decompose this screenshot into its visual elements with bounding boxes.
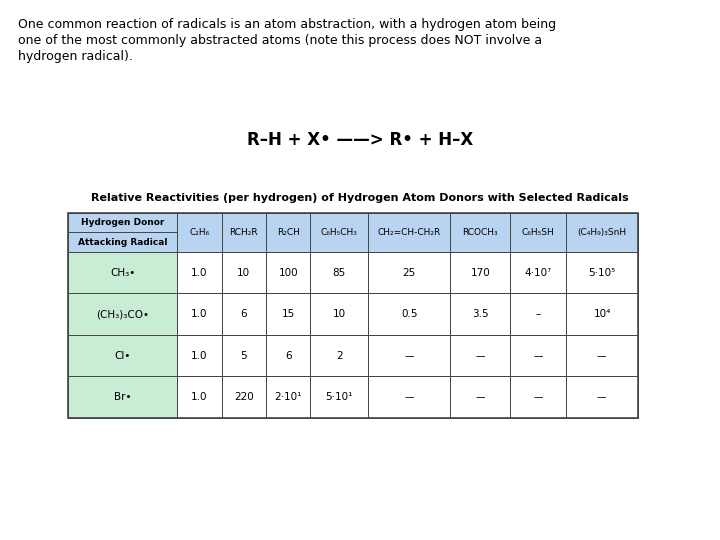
Bar bbox=[567, 335, 638, 376]
Text: C₂H₆: C₂H₆ bbox=[189, 228, 210, 237]
Text: 5·10⁵: 5·10⁵ bbox=[588, 268, 616, 278]
Text: 170: 170 bbox=[470, 268, 490, 278]
Bar bbox=[310, 335, 369, 376]
Text: 15: 15 bbox=[282, 309, 294, 319]
Bar bbox=[68, 252, 177, 293]
Text: 2·10¹: 2·10¹ bbox=[274, 392, 302, 402]
Text: Relative Reactivities (per hydrogen) of Hydrogen Atom Donors with Selected Radic: Relative Reactivities (per hydrogen) of … bbox=[91, 193, 629, 203]
Text: 220: 220 bbox=[234, 392, 253, 402]
Text: 100: 100 bbox=[279, 268, 298, 278]
Bar bbox=[567, 213, 638, 252]
Text: 10: 10 bbox=[237, 268, 251, 278]
Text: 3.5: 3.5 bbox=[472, 309, 489, 319]
Text: R₂CH: R₂CH bbox=[276, 228, 300, 237]
Bar bbox=[266, 293, 310, 335]
Text: 6: 6 bbox=[240, 309, 247, 319]
Text: (CH₃)₃CO•: (CH₃)₃CO• bbox=[96, 309, 149, 319]
Bar bbox=[510, 252, 567, 293]
Text: –: – bbox=[536, 309, 541, 319]
Text: 1.0: 1.0 bbox=[191, 351, 207, 361]
Text: ––: –– bbox=[597, 392, 608, 402]
Bar bbox=[177, 293, 222, 335]
Text: Br•: Br• bbox=[114, 392, 131, 402]
Bar bbox=[450, 252, 510, 293]
Bar bbox=[68, 335, 177, 376]
Bar bbox=[68, 213, 638, 418]
Bar bbox=[222, 252, 266, 293]
Text: (C₄H₉)₃SnH: (C₄H₉)₃SnH bbox=[577, 228, 626, 237]
Bar bbox=[567, 376, 638, 418]
Bar bbox=[510, 376, 567, 418]
Text: one of the most commonly abstracted atoms (note this process does NOT involve a: one of the most commonly abstracted atom… bbox=[18, 34, 542, 47]
Bar bbox=[266, 213, 310, 252]
Text: ––: –– bbox=[475, 351, 485, 361]
Bar bbox=[177, 252, 222, 293]
Bar bbox=[68, 293, 177, 335]
Bar bbox=[567, 252, 638, 293]
Text: 1.0: 1.0 bbox=[191, 268, 207, 278]
Text: ––: –– bbox=[597, 351, 608, 361]
Text: 85: 85 bbox=[333, 268, 346, 278]
Text: 25: 25 bbox=[402, 268, 416, 278]
Bar bbox=[369, 376, 450, 418]
Text: 2: 2 bbox=[336, 351, 343, 361]
Bar bbox=[222, 335, 266, 376]
Text: ––: –– bbox=[475, 392, 485, 402]
Bar bbox=[369, 293, 450, 335]
Text: Attacking Radical: Attacking Radical bbox=[78, 238, 167, 247]
Bar bbox=[369, 335, 450, 376]
Text: ––: –– bbox=[533, 351, 544, 361]
Text: 5: 5 bbox=[240, 351, 247, 361]
Text: R–H + X• ——> R• + H–X: R–H + X• ——> R• + H–X bbox=[247, 131, 473, 149]
Bar bbox=[177, 376, 222, 418]
Text: 10: 10 bbox=[333, 309, 346, 319]
Bar bbox=[266, 376, 310, 418]
Text: ––: –– bbox=[404, 351, 415, 361]
Text: ––: –– bbox=[404, 392, 415, 402]
Bar bbox=[266, 252, 310, 293]
Bar bbox=[177, 335, 222, 376]
Bar bbox=[310, 376, 369, 418]
Bar bbox=[450, 213, 510, 252]
Text: hydrogen radical).: hydrogen radical). bbox=[18, 50, 133, 63]
Text: One common reaction of radicals is an atom abstraction, with a hydrogen atom bei: One common reaction of radicals is an at… bbox=[18, 18, 556, 31]
Text: 6: 6 bbox=[285, 351, 292, 361]
Text: C₆H₅SH: C₆H₅SH bbox=[522, 228, 554, 237]
Bar bbox=[222, 213, 266, 252]
Text: CH₂=CH-CH₂R: CH₂=CH-CH₂R bbox=[378, 228, 441, 237]
Bar bbox=[450, 293, 510, 335]
Text: ––: –– bbox=[533, 392, 544, 402]
Bar bbox=[510, 335, 567, 376]
Text: 1.0: 1.0 bbox=[191, 309, 207, 319]
Bar bbox=[369, 252, 450, 293]
Text: 10⁴: 10⁴ bbox=[593, 309, 611, 319]
Bar bbox=[266, 335, 310, 376]
Bar bbox=[510, 213, 567, 252]
Text: 0.5: 0.5 bbox=[401, 309, 418, 319]
Text: C₆H₅CH₃: C₆H₅CH₃ bbox=[321, 228, 358, 237]
Bar bbox=[369, 213, 450, 252]
Text: RCH₂R: RCH₂R bbox=[230, 228, 258, 237]
Text: CH₃•: CH₃• bbox=[110, 268, 135, 278]
Text: RCOCH₃: RCOCH₃ bbox=[462, 228, 498, 237]
Bar bbox=[450, 376, 510, 418]
Bar bbox=[567, 293, 638, 335]
Text: 1.0: 1.0 bbox=[191, 392, 207, 402]
Bar bbox=[310, 252, 369, 293]
Bar bbox=[68, 213, 177, 252]
Bar bbox=[310, 293, 369, 335]
Bar bbox=[450, 335, 510, 376]
Bar bbox=[68, 376, 177, 418]
Bar bbox=[310, 213, 369, 252]
Text: 4·10⁷: 4·10⁷ bbox=[525, 268, 552, 278]
Text: Hydrogen Donor: Hydrogen Donor bbox=[81, 218, 164, 227]
Bar bbox=[510, 293, 567, 335]
Bar bbox=[177, 213, 222, 252]
Bar bbox=[222, 293, 266, 335]
Text: Cl•: Cl• bbox=[114, 351, 131, 361]
Text: 5·10¹: 5·10¹ bbox=[325, 392, 353, 402]
Bar bbox=[222, 376, 266, 418]
